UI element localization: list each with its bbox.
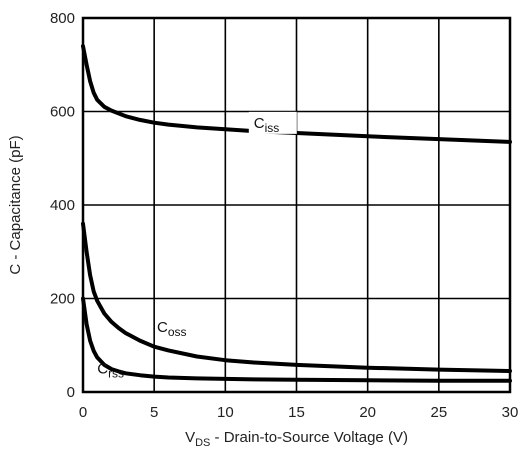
x-axis-label-rest: - Drain-to-Source Voltage (V): [210, 429, 408, 446]
x-tick-label: 25: [430, 404, 447, 421]
x-axis-label-sub: DS: [195, 437, 210, 449]
series-label-text: Ciss: [254, 115, 280, 135]
series-label-main: C: [157, 319, 168, 336]
y-tick-label: 200: [50, 291, 75, 308]
x-tick-labels: 0 5 10 15 20 25 30: [79, 404, 519, 421]
series-label-main: C: [254, 115, 265, 132]
series-curve-crss: [81, 296, 512, 383]
series-label-background: [248, 111, 297, 134]
series-label-crss: Crss: [97, 360, 124, 380]
x-tick-label: 0: [79, 404, 87, 421]
series-label-main: C: [97, 360, 108, 377]
x-axis-label-main: V: [185, 429, 195, 446]
x-tick-label: 5: [150, 404, 158, 421]
series-label-sub: oss: [168, 325, 187, 339]
grid: [83, 18, 510, 392]
x-tick-label: 15: [288, 404, 305, 421]
series-label-sub: rss: [108, 366, 124, 380]
series-label-sub: iss: [265, 121, 280, 135]
series-label-text: Coss: [157, 319, 187, 339]
x-tick-label: 20: [359, 404, 376, 421]
y-tick-labels: 0 200 400 600 800: [50, 10, 75, 401]
y-axis-label: C - Capacitance (pF): [7, 135, 24, 274]
x-tick-label: 30: [502, 404, 519, 421]
y-tick-label: 600: [50, 104, 75, 121]
series-label-text: Crss: [97, 360, 124, 380]
series-curve-coss: [81, 221, 512, 373]
series-label-coss: Coss: [157, 319, 187, 339]
series-label-ciss: Ciss: [248, 111, 297, 135]
x-axis-label: VDS - Drain-to-Source Voltage (V): [185, 429, 408, 449]
y-tick-label: 0: [67, 384, 75, 401]
plot-frame: [81, 16, 512, 394]
y-tick-label: 400: [50, 197, 75, 214]
x-tick-label: 10: [217, 404, 234, 421]
y-tick-label: 800: [50, 10, 75, 27]
